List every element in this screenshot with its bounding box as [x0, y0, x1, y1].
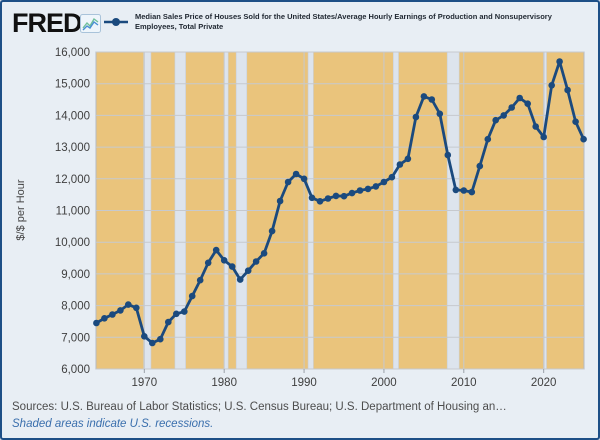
data-point: [412, 113, 420, 121]
data-point: [109, 311, 116, 318]
data-point: [117, 307, 124, 314]
data-point: [444, 151, 452, 159]
data-point: [141, 333, 148, 340]
data-point: [149, 339, 156, 347]
data-point: [308, 194, 316, 202]
data-point: [508, 104, 515, 111]
data-point: [500, 112, 508, 119]
data-point: [316, 198, 324, 205]
gridlines: [96, 51, 584, 370]
data-point: [260, 250, 268, 257]
y-tick-label: 11,000: [56, 206, 90, 218]
x-tick-label: 2020: [531, 377, 557, 389]
data-point: [212, 246, 220, 254]
recession-note: Shaded areas indicate U.S. recessions.: [12, 418, 214, 430]
data-point: [133, 304, 140, 312]
y-tick-label: 9,000: [61, 269, 90, 281]
data-point: [364, 185, 372, 193]
series-legend-marker: [104, 18, 128, 26]
y-tick-label: 16,000: [55, 47, 90, 59]
sources-text: Sources: U.S. Bureau of Labor Statistics…: [12, 401, 507, 413]
data-point: [188, 292, 196, 300]
x-tick-label: 1990: [291, 377, 317, 389]
data-point: [532, 123, 539, 130]
data-point: [572, 118, 579, 125]
data-point: [93, 319, 100, 327]
data-point: [476, 162, 484, 170]
data-point: [276, 197, 284, 205]
x-tick-label: 1980: [211, 377, 237, 389]
data-point: [292, 170, 300, 178]
data-point: [404, 155, 412, 163]
y-tick-label: 13,000: [55, 142, 90, 154]
y-tick-label: 15,000: [55, 79, 90, 91]
data-point: [348, 189, 356, 197]
data-point: [252, 258, 260, 265]
data-point: [324, 195, 332, 202]
data-points: [93, 58, 587, 347]
fred-sparkline-icon: [80, 14, 101, 33]
data-point: [204, 259, 212, 267]
x-axis-labels: 1970 1980 1990 2000 2010 2020: [132, 369, 557, 389]
data-point: [101, 315, 108, 322]
data-point: [244, 267, 252, 275]
data-point: [460, 187, 468, 194]
data-point: [564, 86, 571, 94]
data-point: [468, 188, 476, 196]
data-point: [220, 257, 228, 264]
data-point: [181, 308, 188, 315]
data-point: [388, 173, 396, 181]
data-point: [300, 175, 308, 183]
data-point: [540, 133, 547, 141]
data-point: [332, 192, 340, 200]
data-point: [580, 135, 587, 143]
data-point: [228, 263, 236, 270]
data-point: [428, 96, 436, 103]
y-tick-label: 6,000: [61, 364, 90, 376]
y-tick-label: 12,000: [55, 174, 90, 186]
series-legend-label[interactable]: Median Sales Price of Houses Sold for th…: [135, 12, 552, 31]
data-point: [524, 100, 531, 107]
data-point: [165, 318, 172, 326]
data-point: [420, 93, 428, 100]
data-point: [556, 58, 563, 65]
data-point: [356, 187, 364, 194]
y-tick-label: 7,000: [61, 332, 90, 344]
data-point: [284, 178, 292, 186]
x-tick-label: 2010: [451, 377, 477, 389]
data-point: [452, 186, 460, 194]
x-tick-label: 2000: [371, 377, 397, 389]
data-point: [173, 310, 180, 318]
data-point: [484, 135, 492, 143]
x-tick-label: 1970: [132, 377, 158, 389]
y-tick-label: 14,000: [55, 110, 90, 122]
data-point: [196, 276, 204, 284]
data-point: [492, 116, 500, 124]
data-point: [340, 192, 348, 200]
y-tick-label: 10,000: [55, 237, 90, 249]
data-point: [380, 178, 388, 186]
data-point: [268, 227, 276, 235]
chart-header: FRED ® Median Sales Price of Houses Sold…: [2, 2, 598, 46]
data-point: [436, 110, 444, 118]
data-point: [157, 335, 164, 343]
fred-wordmark: FRED: [12, 8, 82, 38]
y-tick-label: 8,000: [61, 301, 90, 313]
data-point: [125, 301, 132, 308]
data-point: [516, 94, 523, 102]
data-point: [396, 161, 404, 168]
y-axis-labels: 6,000 7,000 8,000 9,000 10,000 11,000 12,000 13…: [55, 47, 90, 376]
data-point: [236, 276, 244, 283]
data-point: [372, 183, 380, 190]
data-point: [548, 82, 555, 89]
